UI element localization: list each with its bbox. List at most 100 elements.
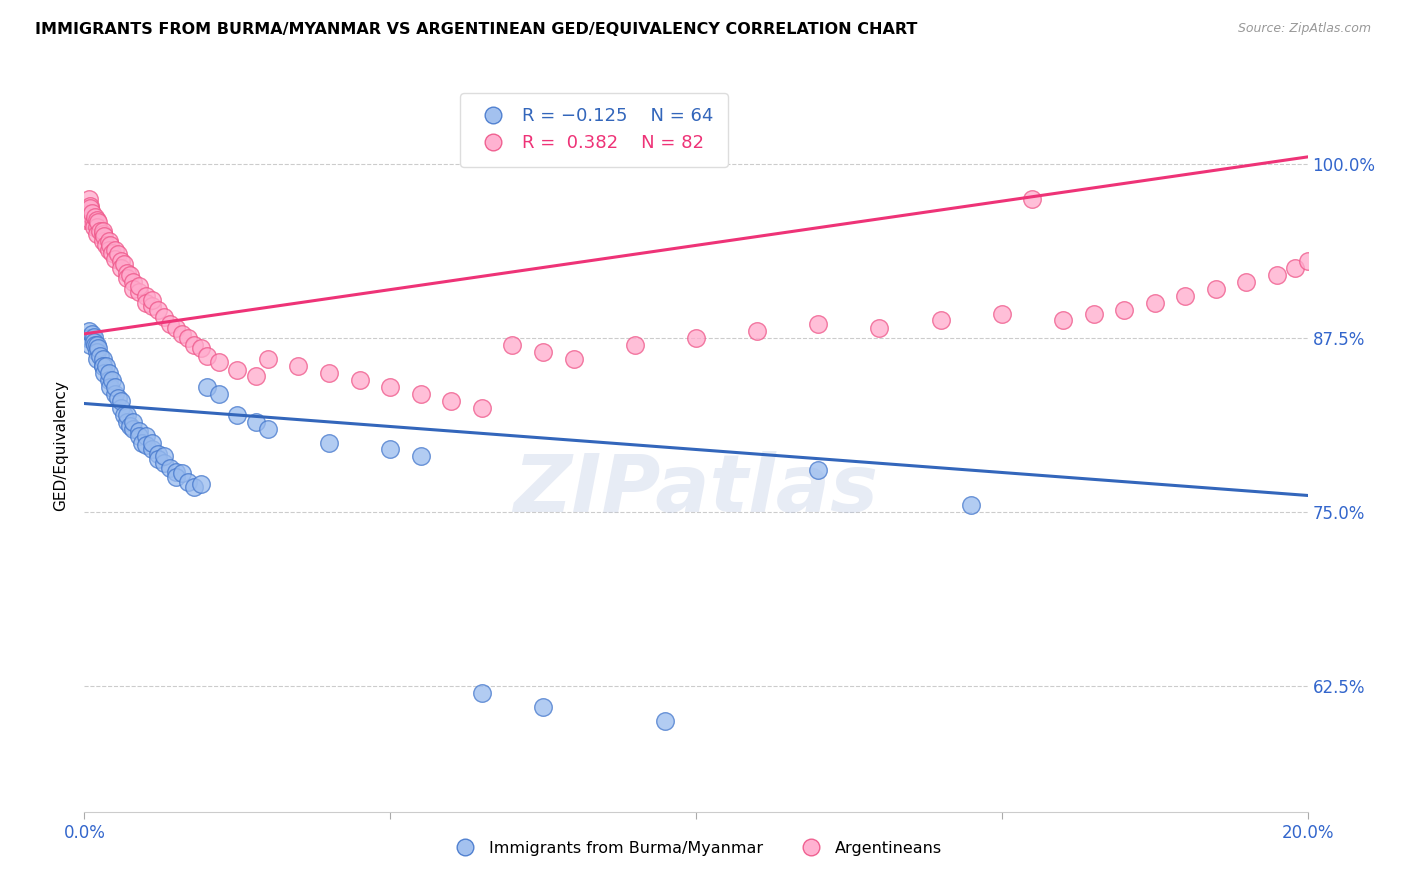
Point (349, 373, 371, 387)
Point (128, 428, 150, 442)
Point (80, 205, 103, 219)
Point (101, 373, 124, 387)
Point (1174, 289, 1197, 303)
Point (80, 326, 103, 341)
Point (110, 261, 132, 276)
Text: ZIPatlas: ZIPatlas (513, 450, 879, 529)
Point (93, 229, 115, 244)
Point (91, 234, 114, 248)
Point (94, 359, 117, 373)
Point (83, 215, 105, 229)
Point (153, 457, 176, 471)
Point (84, 210, 107, 224)
Point (177, 475, 200, 489)
Point (83, 329, 105, 343)
Point (195, 380, 218, 394)
Point (91, 359, 114, 373)
Point (929, 313, 952, 327)
Point (257, 351, 280, 366)
Point (97, 373, 120, 387)
Point (257, 421, 280, 435)
Point (1114, 303, 1136, 318)
Point (1021, 192, 1043, 206)
Point (101, 246, 124, 260)
Point (471, 401, 494, 415)
Point (104, 252, 127, 266)
Point (76, 205, 98, 219)
Point (177, 331, 200, 345)
Point (79, 331, 101, 345)
Point (654, 714, 676, 728)
Point (84, 338, 107, 352)
Point (146, 452, 169, 467)
Point (135, 428, 157, 442)
Point (115, 408, 138, 422)
Point (869, 321, 891, 335)
Point (104, 380, 127, 394)
Point (120, 268, 142, 283)
Point (76, 331, 98, 345)
Point (245, 415, 267, 429)
Point (531, 700, 554, 714)
Point (87, 215, 110, 229)
Point (960, 498, 983, 512)
Point (104, 386, 127, 401)
Point (502, 338, 524, 352)
Point (318, 435, 340, 450)
Point (86, 338, 108, 352)
Point (122, 282, 145, 296)
Point (135, 438, 157, 452)
Point (685, 331, 707, 345)
Point (77, 192, 100, 206)
Point (112, 408, 135, 422)
Point (89, 349, 111, 363)
Point (86, 345, 108, 359)
Point (91, 227, 114, 241)
Point (128, 425, 150, 439)
Point (89, 224, 111, 238)
Point (104, 244, 127, 258)
Point (97, 244, 120, 258)
Point (1296, 254, 1319, 268)
Point (97, 366, 120, 380)
Point (165, 465, 187, 479)
Point (183, 338, 205, 352)
Point (93, 366, 115, 380)
Point (807, 463, 830, 477)
Point (128, 279, 150, 293)
Point (440, 393, 463, 408)
Point (380, 380, 402, 394)
Point (146, 303, 169, 318)
Point (624, 338, 647, 352)
Point (122, 275, 145, 289)
Point (110, 393, 132, 408)
Point (79, 212, 101, 227)
Point (79, 199, 101, 213)
Point (208, 355, 231, 369)
Point (153, 450, 176, 464)
Point (1143, 296, 1166, 310)
Point (97, 234, 120, 248)
Point (110, 401, 132, 415)
Point (98, 237, 121, 252)
Point (135, 296, 157, 310)
Point (75, 212, 97, 227)
Point (87, 341, 110, 355)
Legend: Immigrants from Burma/Myanmar, Argentineans: Immigrants from Burma/Myanmar, Argentine… (443, 835, 949, 863)
Point (107, 391, 129, 405)
Point (98, 380, 121, 394)
Point (83, 219, 105, 234)
Point (208, 386, 231, 401)
Point (1083, 307, 1105, 321)
Point (77, 324, 100, 338)
Point (153, 310, 176, 325)
Point (172, 466, 194, 480)
Point (747, 324, 769, 338)
Point (183, 480, 205, 494)
Point (135, 289, 157, 303)
Point (190, 477, 212, 491)
Point (190, 341, 212, 355)
Point (159, 317, 181, 331)
Text: IMMIGRANTS FROM BURMA/MYANMAR VS ARGENTINEAN GED/EQUIVALENCY CORRELATION CHART: IMMIGRANTS FROM BURMA/MYANMAR VS ARGENTI… (35, 22, 918, 37)
Point (531, 345, 554, 359)
